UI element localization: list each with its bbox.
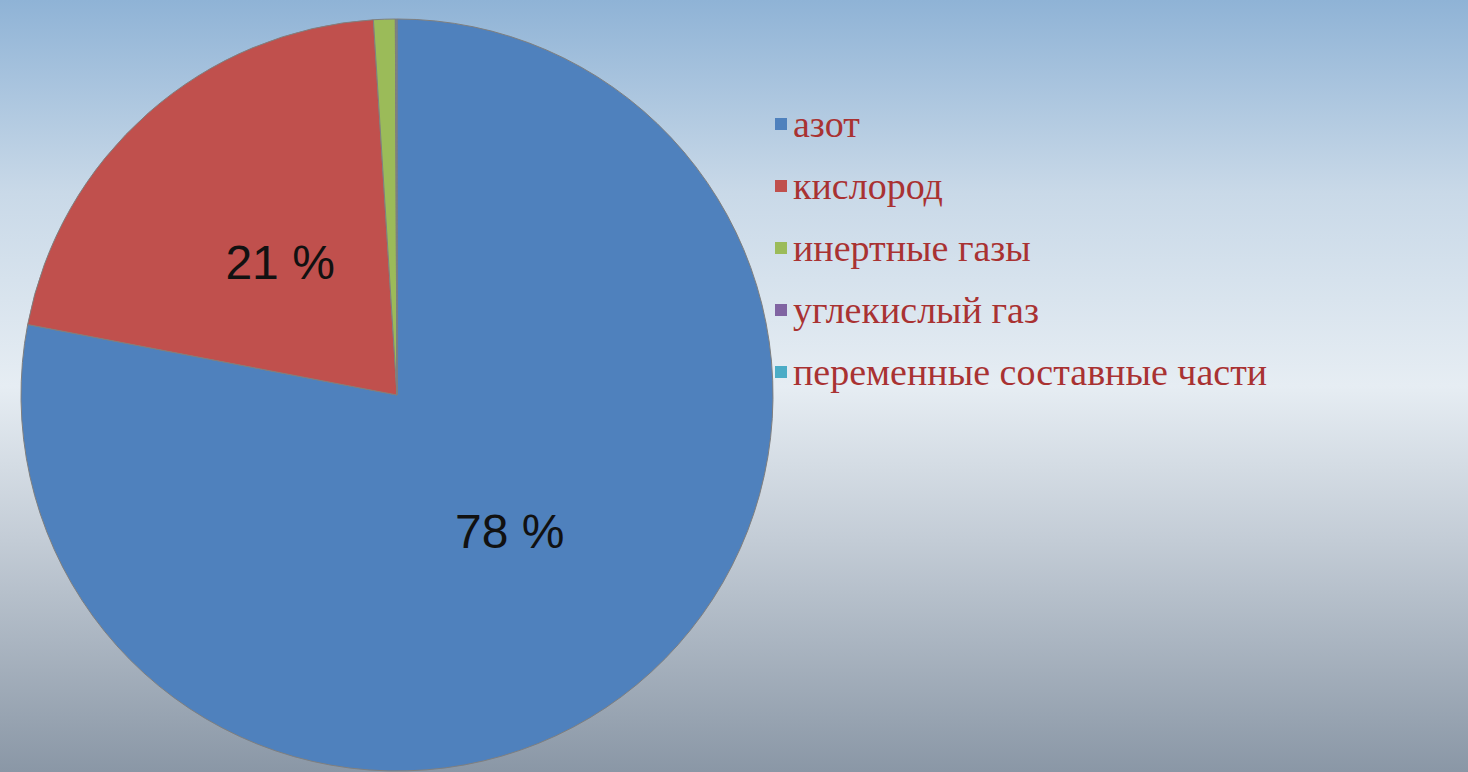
svg-text:21 %: 21 % — [225, 236, 334, 289]
svg-text:78 %: 78 % — [455, 505, 564, 558]
html-text:углекислый газ: углекислый газ — [793, 289, 1039, 331]
html-text:кислород: кислород — [793, 165, 943, 207]
html-text:инертные газы: инертные газы — [793, 227, 1031, 269]
html-text:переменные составные части: переменные составные части — [793, 351, 1268, 393]
html-text:азот: азот — [793, 103, 860, 145]
